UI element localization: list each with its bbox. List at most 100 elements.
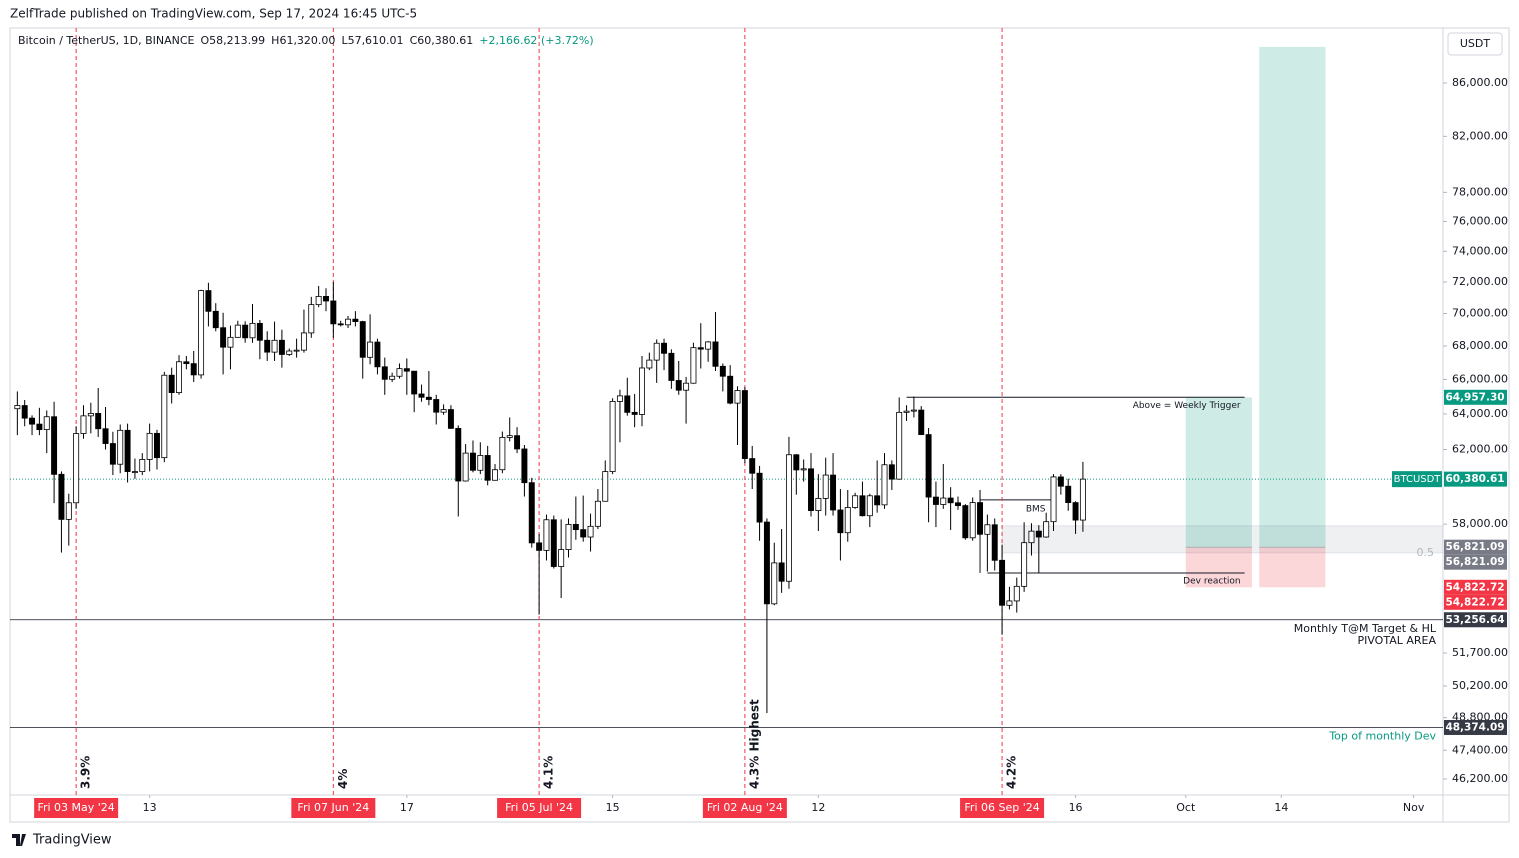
- candle-body: [484, 455, 491, 481]
- y-tick-label: 82,000.00: [1452, 129, 1508, 142]
- candle-body: [661, 342, 668, 354]
- candle-body: [477, 455, 484, 471]
- x-tick-label: Oct: [1176, 801, 1196, 814]
- candle-body: [117, 429, 124, 465]
- candle-body: [242, 324, 249, 339]
- candle-body: [727, 375, 734, 404]
- price-label: 64,957.30: [1445, 391, 1504, 403]
- candle-body: [278, 339, 285, 355]
- candle-body: [580, 529, 587, 538]
- candle-body: [286, 350, 293, 355]
- candle-body: [940, 497, 947, 505]
- candle-body: [425, 396, 432, 400]
- candle-body: [14, 405, 21, 410]
- price-label-box: [1444, 594, 1507, 610]
- cycle-note: 4.2%: [1005, 756, 1019, 789]
- candle-body: [1050, 476, 1057, 523]
- y-tick-label: 50,200.00: [1452, 679, 1508, 692]
- legend-item: O58,213.99: [201, 34, 266, 47]
- candle-body: [1043, 521, 1050, 538]
- position-target: [1185, 397, 1252, 548]
- cycle-label: Fri 05 Jul '24: [505, 801, 573, 814]
- candle-body: [190, 363, 197, 376]
- candle-body: [1021, 542, 1028, 587]
- price-label-box: [1444, 719, 1507, 735]
- y-tick-label: 70,000.00: [1452, 307, 1508, 320]
- candle-body: [205, 290, 212, 312]
- candle-body: [499, 437, 506, 471]
- candle-body: [984, 524, 991, 535]
- cycle-label-box: [960, 798, 1045, 818]
- candle-body: [315, 296, 322, 306]
- position-target: [1259, 46, 1326, 548]
- candle-body: [668, 352, 675, 381]
- candle-body: [249, 322, 256, 339]
- symbol: Bitcoin / TetherUS, 1D, BINANCE: [18, 34, 195, 47]
- candle-body: [543, 519, 550, 551]
- y-tick-label: 46,200.00: [1452, 772, 1508, 785]
- y-tick-label: 74,000.00: [1452, 244, 1508, 257]
- candle-body: [874, 495, 881, 506]
- cycle-note: 4.3% Highest: [747, 699, 761, 789]
- currency-button[interactable]: [1447, 32, 1503, 56]
- candle-body: [381, 366, 388, 380]
- candle-body: [374, 341, 381, 368]
- x-tick-label: Nov: [1403, 801, 1425, 814]
- candle-body: [198, 290, 205, 376]
- candle-body: [631, 411, 638, 415]
- legend-item: L57,610.01: [341, 34, 403, 47]
- candle-body: [521, 448, 528, 484]
- candle-body: [800, 468, 807, 471]
- header: ZelfTrade published on TradingView.com, …: [10, 7, 417, 21]
- y-tick-label: 66,000.00: [1452, 372, 1508, 385]
- candle-body: [719, 365, 726, 377]
- y-tick-label: 72,000.00: [1452, 275, 1508, 288]
- y-tick-label: 64,000.00: [1452, 407, 1508, 420]
- candle-body: [256, 322, 263, 341]
- candle-body: [168, 374, 175, 394]
- cycle-label: Fri 02 Aug '24: [707, 801, 783, 814]
- candle-body: [844, 507, 851, 534]
- candle-body: [102, 428, 109, 444]
- cycle-label-box: [34, 798, 119, 818]
- candle-body: [741, 390, 748, 459]
- candle-body: [87, 413, 94, 417]
- x-tick-label: 15: [606, 801, 620, 814]
- y-tick-label: 78,000.00: [1452, 185, 1508, 198]
- candle-body: [690, 347, 697, 384]
- candle-body: [65, 502, 72, 520]
- candle-body: [947, 497, 954, 504]
- x-tick-label: 13: [143, 801, 157, 814]
- price-label: 56,821.09: [1445, 556, 1504, 568]
- candle-body: [565, 523, 572, 550]
- price-label-box: [1444, 579, 1507, 595]
- position-stop: [1185, 547, 1252, 588]
- candle-body: [639, 367, 645, 415]
- candle-body: [528, 482, 535, 544]
- candle-body: [95, 413, 102, 430]
- annotation-label: Dev reaction: [1183, 576, 1240, 586]
- candle-body: [308, 304, 315, 334]
- candle-body: [616, 395, 623, 402]
- candle-body: [888, 464, 895, 480]
- candle-body: [109, 443, 116, 465]
- candle-body: [161, 374, 168, 459]
- last-price-name: BTCUSDT: [1394, 474, 1442, 485]
- candle-body: [506, 435, 513, 438]
- candle-body: [345, 318, 352, 326]
- candle-body: [587, 525, 594, 538]
- y-tick-label: 62,000.00: [1452, 442, 1508, 455]
- candle-body: [43, 416, 50, 431]
- candle-body: [492, 469, 498, 481]
- candle-body: [183, 361, 190, 365]
- price-label: 54,822.72: [1445, 596, 1504, 608]
- candle-body: [536, 542, 543, 551]
- candle-body: [903, 410, 910, 413]
- x-tick-label: 17: [400, 801, 414, 814]
- candle-body: [29, 417, 36, 425]
- legend-item: +2,166.62 (+3.72%): [479, 34, 593, 47]
- candle-body: [124, 429, 131, 472]
- cycle-label-box: [702, 798, 787, 818]
- candle-body: [469, 452, 476, 471]
- price-label-box: [1444, 471, 1507, 487]
